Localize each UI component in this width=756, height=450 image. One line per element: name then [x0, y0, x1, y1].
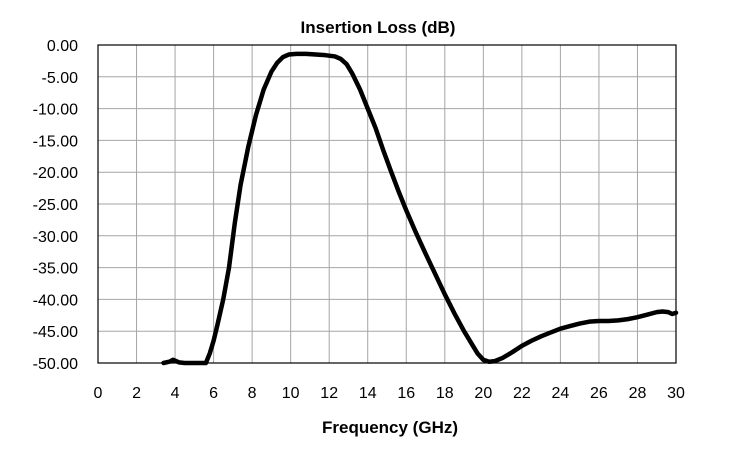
- x-tick-label: 28: [629, 385, 647, 402]
- y-tick-label: -35.00: [33, 261, 78, 278]
- y-tick-label: -25.00: [33, 197, 78, 214]
- grid-layer: [97, 44, 677, 364]
- x-tick-label: 2: [132, 385, 141, 402]
- x-tick-label: 16: [397, 385, 415, 402]
- chart-title: Insertion Loss (dB): [301, 18, 456, 37]
- x-tick-labels: 0 2 4 6 8 10 12 14 16 18 20 22 24 26 28 30: [94, 385, 685, 402]
- x-tick-label: 0: [94, 385, 103, 402]
- plot-area-border: [97, 44, 677, 364]
- y-tick-label: -30.00: [33, 229, 78, 246]
- y-tick-label: -45.00: [33, 324, 78, 341]
- x-tick-label: 24: [552, 385, 570, 402]
- x-tick-label: 26: [590, 385, 608, 402]
- x-tick-label: 20: [474, 385, 492, 402]
- x-tick-label: 10: [282, 385, 300, 402]
- x-tick-label: 6: [209, 385, 218, 402]
- x-tick-label: 12: [320, 385, 338, 402]
- y-tick-label: -5.00: [42, 70, 79, 87]
- x-tick-label: 8: [248, 385, 257, 402]
- x-tick-label: 22: [513, 385, 531, 402]
- x-tick-label: 14: [359, 385, 377, 402]
- y-tick-label: -10.00: [33, 102, 78, 119]
- x-tick-label: 4: [171, 385, 180, 402]
- x-axis-title: Frequency (GHz): [322, 418, 458, 437]
- x-tick-label: 30: [667, 385, 685, 402]
- insertion-loss-series-line: [161, 51, 679, 366]
- series-layer: [161, 51, 679, 366]
- y-tick-label: -15.00: [33, 133, 78, 150]
- x-tick-label: 18: [436, 385, 454, 402]
- y-tick-label: -40.00: [33, 292, 78, 309]
- y-tick-label: 0.00: [47, 38, 78, 55]
- y-tick-labels: 0.00 -5.00 -10.00 -15.00 -20.00 -25.00 -30.00 -…: [33, 38, 78, 373]
- y-tick-label: -20.00: [33, 165, 78, 182]
- y-tick-label: -50.00: [33, 356, 78, 373]
